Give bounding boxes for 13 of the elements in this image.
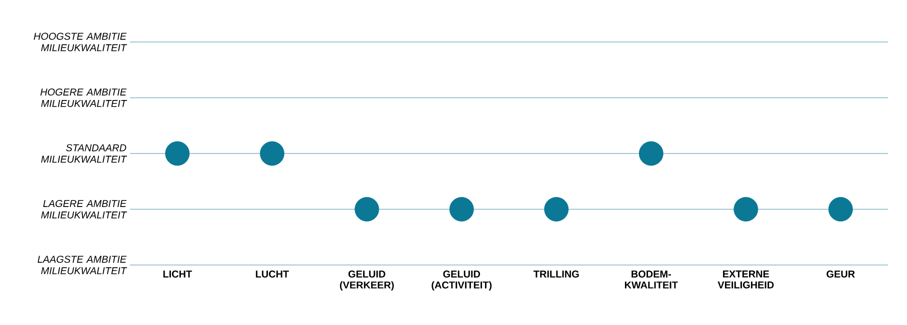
ref-line-label: STANDAARD MILIEUKWALITEIT	[41, 144, 128, 163]
ref-line-label: HOGERE AMBITIE MILIEUKWALITEIT	[40, 88, 128, 107]
ref-line-label: LAGERE AMBITIE MILIEUKWALITEIT	[41, 200, 128, 218]
x-tick-label: GELUID (VERKEER)	[340, 270, 394, 290]
text: LAAGSTE AMBITIE MILIEUKWALITEIT	[38, 256, 128, 274]
x-tick-label: LICHT	[163, 270, 192, 278]
x-tick-label: GEUR	[826, 270, 855, 278]
x-tick-label: TRILLING	[534, 270, 579, 278]
x-tick-label: BODEM-KWALITEIT	[624, 270, 678, 288]
x-tick-label: LUCHT	[256, 270, 289, 278]
ref-line-label: HOOGSTE AMBITIE MILIEUKWALITEIT	[34, 32, 128, 52]
x-tick-label: GELUID (ACTIVITEIT)	[432, 270, 492, 290]
x-tick-label: EXTERNE VEILIGHEID	[718, 270, 774, 288]
